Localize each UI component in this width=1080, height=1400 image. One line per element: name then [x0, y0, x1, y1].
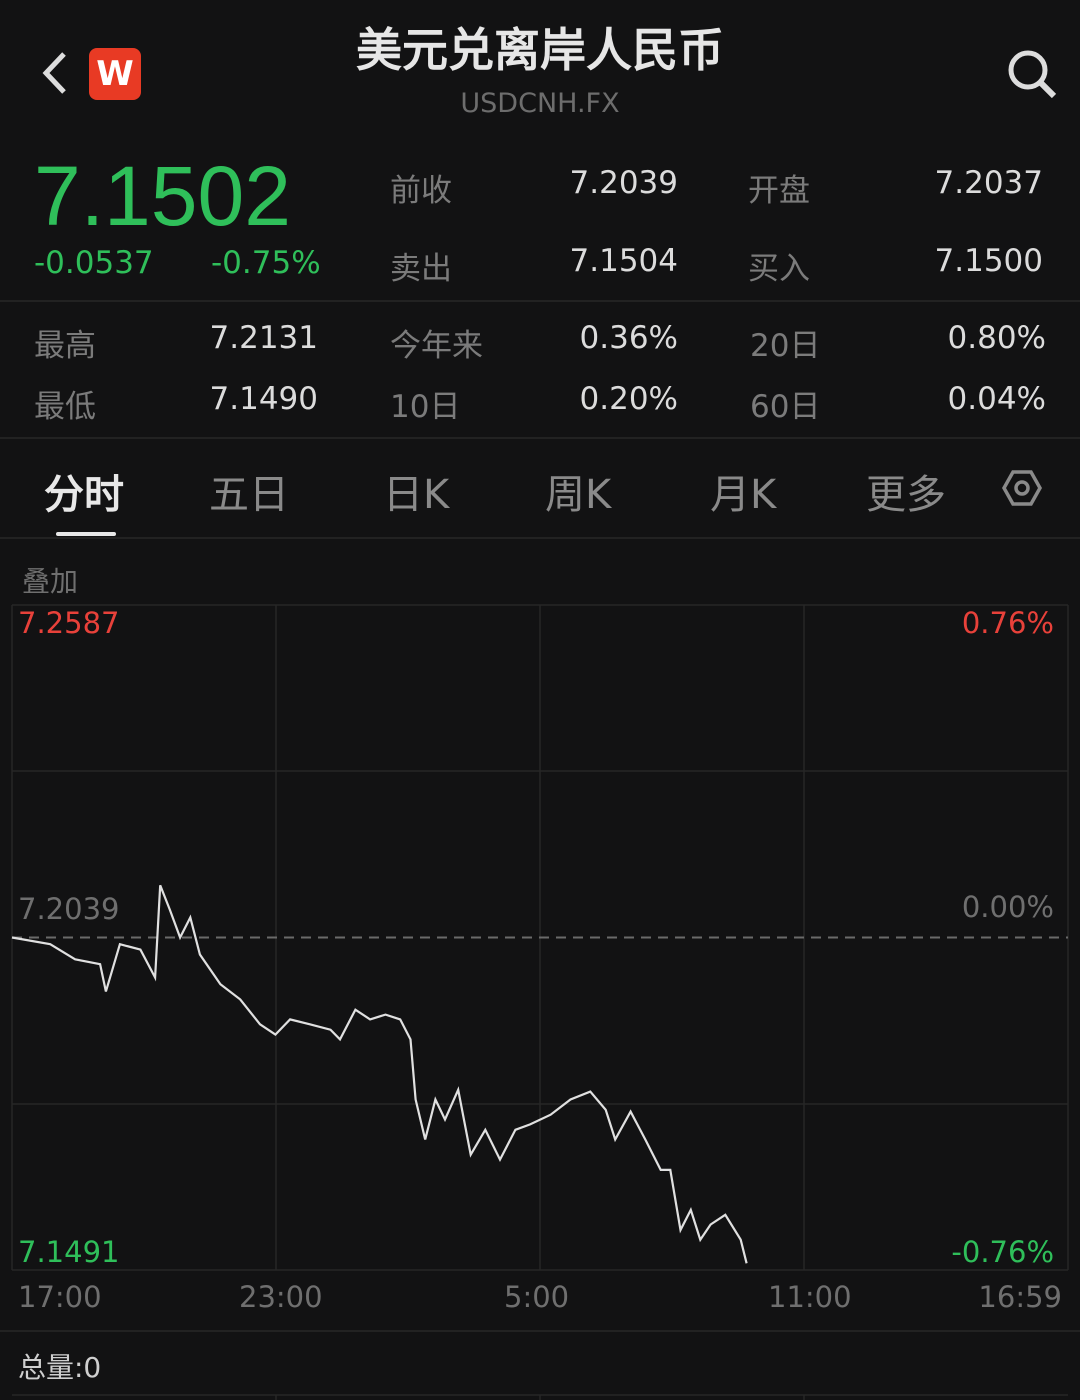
overlay-button[interactable]: 叠加 [22, 565, 79, 598]
x-tick: 11:00 [768, 1280, 852, 1314]
app-logo[interactable]: W [89, 48, 141, 100]
tab-daily-k[interactable]: 日K [383, 472, 450, 518]
active-tab-indicator [56, 532, 116, 536]
stat-value: 7.1500 [934, 243, 1043, 279]
tab-monthly-k[interactable]: 月K [710, 472, 777, 518]
y-label-mid: 7.2039 [18, 892, 120, 926]
x-tick: 23:00 [239, 1280, 323, 1314]
stat-value: 0.80% [947, 320, 1046, 356]
divider [0, 1330, 1080, 1332]
stat-value: 0.20% [579, 381, 678, 417]
tab-five-day[interactable]: 五日 [209, 472, 289, 518]
stat-label: 20日 [750, 328, 821, 364]
stat-label: 买入 [748, 251, 810, 287]
current-price: 7.1502 [34, 149, 291, 243]
page-title: 美元兑离岸人民币 [356, 23, 724, 77]
price-change-pct: -0.75% [211, 245, 321, 281]
stat-value: 7.2037 [934, 165, 1043, 201]
settings-icon[interactable] [1002, 468, 1042, 508]
stat-value: 7.2039 [569, 165, 678, 201]
stat-value: 7.1490 [209, 381, 318, 417]
price-change: -0.0537 [34, 245, 154, 281]
stat-value: 0.04% [947, 381, 1046, 417]
tab-more[interactable]: 更多 [866, 472, 946, 518]
tab-intraday[interactable]: 分时 [44, 472, 124, 518]
x-tick: 17:00 [18, 1280, 102, 1314]
stat-label: 开盘 [748, 173, 810, 209]
pct-label-top: 0.76% [961, 606, 1054, 640]
stat-label: 最高 [34, 328, 96, 364]
stat-label: 卖出 [390, 251, 452, 287]
stat-label: 60日 [750, 389, 821, 425]
pct-label-mid: 0.00% [961, 890, 1054, 924]
x-tick: 16:59 [978, 1280, 1062, 1314]
symbol-code: USDCNH.FX [460, 88, 620, 119]
stat-label: 今年来 [390, 328, 483, 364]
y-label-top: 7.2587 [18, 606, 120, 640]
stat-label: 前收 [390, 173, 452, 209]
stat-value: 7.2131 [209, 320, 318, 356]
price-line [11, 884, 748, 1264]
stat-value: 7.1504 [569, 243, 678, 279]
stat-value: 0.36% [579, 320, 678, 356]
pct-label-bottom: -0.76% [951, 1235, 1054, 1269]
stat-label: 最低 [34, 389, 96, 425]
volume-total: 总量:0 [18, 1351, 102, 1384]
divider [0, 537, 1080, 539]
divider [0, 300, 1080, 302]
stat-label: 10日 [390, 389, 461, 425]
y-label-bottom: 7.1491 [18, 1235, 120, 1269]
back-chevron-icon[interactable] [36, 48, 76, 98]
tab-weekly-k[interactable]: 周K [545, 472, 612, 518]
divider [0, 437, 1080, 439]
x-tick: 5:00 [504, 1280, 570, 1314]
search-icon[interactable] [1004, 46, 1060, 102]
